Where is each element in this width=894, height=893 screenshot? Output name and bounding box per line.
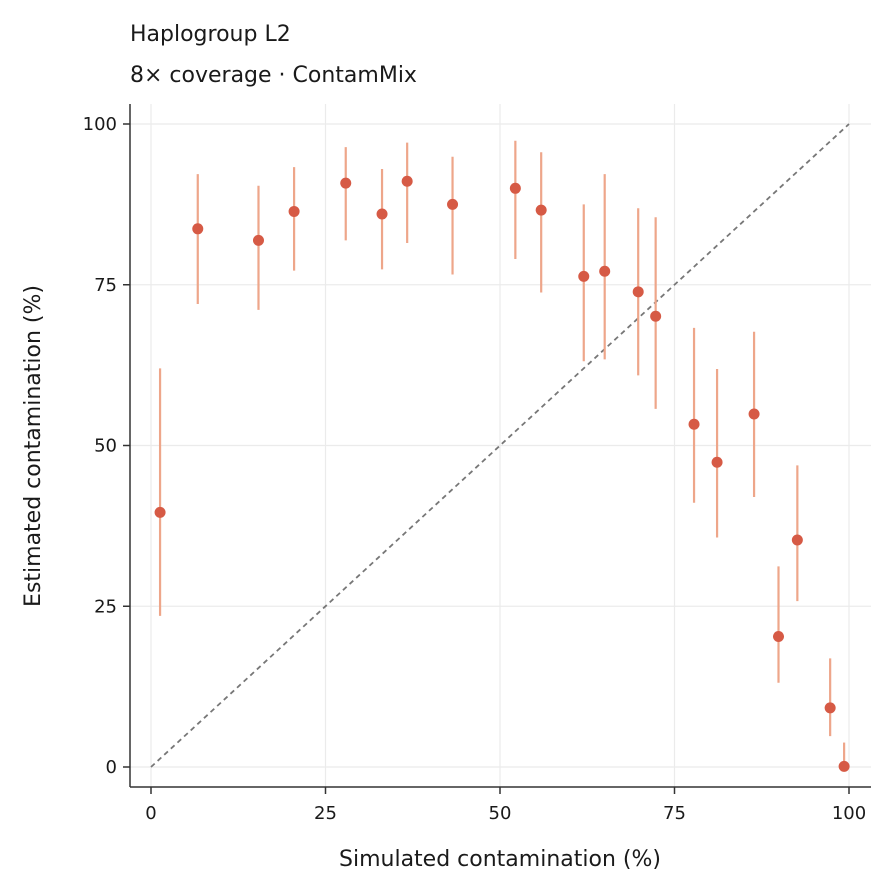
x-tick-label: 75 — [663, 803, 686, 824]
y-tick-label: 50 — [94, 436, 117, 457]
data-point — [711, 456, 723, 468]
chart-subtitle: 8× coverage · ContamMix — [130, 63, 417, 88]
y-tick-label: 25 — [94, 596, 117, 617]
data-point — [773, 630, 785, 642]
data-point — [632, 286, 644, 298]
data-points — [154, 175, 850, 772]
x-axis-label: Simulated contamination (%) — [339, 847, 661, 872]
grid-lines — [130, 104, 871, 787]
data-point — [650, 310, 662, 322]
ticks: 0 25 50 75 100 0 25 50 75 100 — [83, 114, 867, 824]
y-tick-label: 100 — [83, 114, 117, 135]
data-point — [252, 234, 264, 246]
data-point — [578, 270, 590, 282]
data-point — [340, 177, 352, 189]
data-point — [688, 418, 700, 430]
errorbars — [158, 140, 846, 767]
data-point — [748, 408, 760, 420]
y-tick-label: 0 — [106, 757, 117, 778]
data-point — [401, 175, 413, 187]
data-point — [838, 760, 850, 772]
data-point — [824, 702, 836, 714]
data-point — [599, 265, 611, 277]
data-point — [535, 204, 547, 216]
data-point — [791, 534, 803, 546]
data-point — [376, 208, 388, 220]
x-tick-label: 50 — [489, 803, 512, 824]
data-point — [154, 506, 166, 518]
y-tick-label: 75 — [94, 275, 117, 296]
x-tick-label: 0 — [145, 803, 156, 824]
x-tick-label: 100 — [832, 803, 866, 824]
data-point — [447, 198, 459, 210]
chart-title: Haplogroup L2 — [130, 22, 291, 47]
x-tick-label: 25 — [314, 803, 337, 824]
data-point — [509, 182, 521, 194]
data-point — [192, 223, 204, 235]
y-axis-label: Estimated contamination (%) — [21, 285, 46, 607]
data-point — [288, 205, 300, 217]
